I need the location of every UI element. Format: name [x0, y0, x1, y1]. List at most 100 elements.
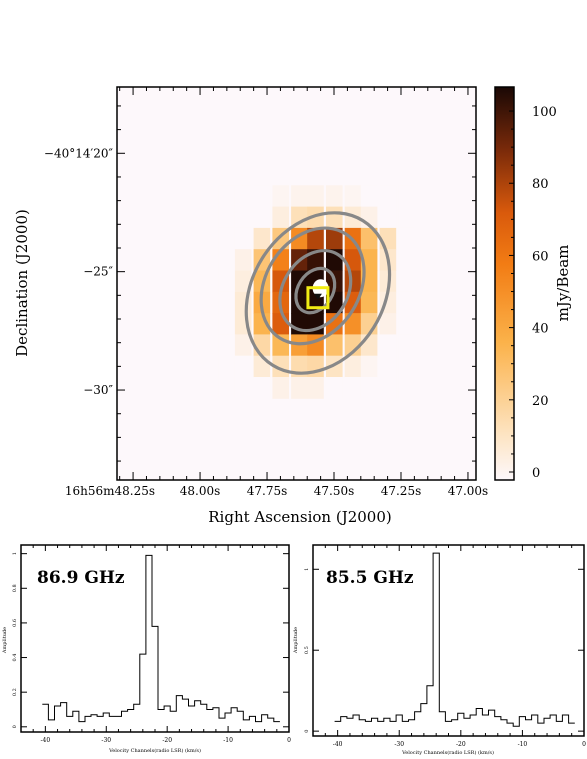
spectrum-x-tick-label: -30: [394, 741, 404, 748]
heatmap-cell: [234, 334, 252, 357]
spectrum-y-tick-label: 0.6: [12, 619, 18, 627]
heatmap-cell: [326, 334, 343, 357]
spectrum-left-line: [42, 554, 280, 723]
heatmap-cell: [253, 227, 271, 250]
contour-lines: [244, 211, 392, 375]
source-marks: [306, 279, 330, 310]
spectrum-right-axes: -40 -30 -20 -10 0 0 0.5 1: [304, 545, 586, 748]
heatmap-cell: [307, 185, 324, 208]
colorbar-tick-label: 0: [532, 466, 540, 481]
heatmap-cell: [379, 355, 397, 378]
spectrum-x-tick-label: -10: [518, 741, 528, 748]
heatmap-cell: [360, 355, 378, 378]
map-x-tick-label: 47.50s: [314, 484, 355, 498]
spectrum-x-tick-label: 0: [287, 737, 291, 744]
heatmap-cell: [272, 313, 289, 335]
map-y-label: Declination (J2000): [13, 209, 31, 357]
spectrum-x-tick-label: 0: [582, 741, 586, 748]
colorbar: 0 20 40 60 80 100 mJy/Beam: [494, 86, 572, 481]
colorbar-tick-label: 60: [532, 249, 549, 264]
spectrum-x-tick-label: -20: [162, 737, 172, 744]
heatmap-cell: [379, 377, 397, 399]
heatmap-cell: [218, 249, 236, 271]
colorbar-label: mJy/Beam: [554, 245, 572, 322]
colorbar-tick-label: 40: [532, 322, 549, 337]
heatmap-cell: [379, 313, 397, 335]
heatmap-cell: [379, 206, 397, 229]
colorbar-tick-label: 20: [532, 394, 549, 409]
map-x-label: Right Ascension (J2000): [208, 508, 391, 526]
heatmap-cell: [379, 334, 397, 357]
heatmap-cell: [218, 355, 236, 378]
colorbar-tick-label: 100: [532, 105, 557, 120]
heatmap-cell: [218, 313, 236, 335]
heatmap-cell: [234, 185, 252, 208]
spectrum-left-ylabel: Amplitude: [2, 627, 8, 654]
heatmap-cell: [234, 377, 252, 399]
map-x-tick-label: 47.75s: [247, 484, 288, 498]
heatmap-cell: [344, 377, 362, 399]
spectrum-y-tick-label: 0: [12, 725, 18, 728]
colorbar-frame: [494, 86, 515, 481]
heatmap-cell: [218, 291, 236, 314]
map-x-axis: 16h56m48.25s 48.00s 47.75s 47.50s 47.25s 47.0…: [65, 87, 488, 498]
spectrum-x-tick-label: -40: [333, 741, 343, 748]
spectrum-x-tick-label: -30: [101, 737, 111, 744]
spectrum-y-tick-label: 0.8: [12, 584, 18, 592]
contour-level-4: [294, 266, 337, 315]
colorbar-gradient: [495, 87, 514, 480]
spectrum-left-axes: -40 -30 -20 -10 0 0 0.2 0.4 0.6 0.8 1: [12, 545, 291, 744]
spectrum-y-tick-label: 0.5: [304, 646, 310, 654]
heatmap-cell: [344, 270, 362, 293]
heatmap-cell: [398, 334, 415, 357]
heatmap-cell: [326, 227, 343, 250]
heatmap-cell: [218, 185, 236, 208]
spectrum-y-tick-label: 0: [304, 730, 310, 733]
map-y-tick-label: −25″: [83, 265, 113, 279]
heatmap-cell: [253, 313, 271, 335]
heatmap-cell: [218, 227, 236, 250]
spectrum-y-tick-label: 0.2: [12, 688, 18, 696]
position-marker-box: [306, 286, 330, 310]
heatmap-cell: [307, 377, 324, 399]
heatmap-cells: [218, 185, 415, 399]
map-x-tick-label: 47.25s: [381, 484, 422, 498]
spectrum-right-ylabel: Amplitude: [293, 627, 299, 654]
heatmap-cell: [218, 334, 236, 357]
heatmap-cell: [272, 206, 289, 229]
heatmap-cell: [398, 249, 415, 271]
heatmap-cell: [234, 270, 252, 293]
map-y-tick-label: −40°14′20″: [44, 146, 114, 160]
heatmap-cell: [398, 377, 415, 399]
heatmap-cell: [234, 355, 252, 378]
heatmap-cell: [398, 313, 415, 335]
spectrum-left-title: 86.9 GHz: [37, 568, 125, 588]
heatmap-cell: [398, 185, 415, 208]
contour-level-1: [244, 211, 392, 375]
heatmap-cell: [326, 377, 343, 399]
spectrum-x-tick-label: -10: [223, 737, 233, 744]
spectrum-right-line: [334, 552, 575, 727]
spectrum-y-tick-label: 1: [304, 568, 310, 571]
spectrum-right-xlabel: Velocity Channels(radio LSR) (km/s): [401, 749, 494, 756]
heatmap-cell: [272, 377, 289, 399]
heatmap-cell: [344, 355, 362, 378]
heatmap-cell: [253, 185, 271, 208]
heatmap-cell: [234, 249, 252, 271]
heatmap-cell: [234, 227, 252, 250]
spectrum-panel-right: -40 -30 -20 -10 0 0 0.5 1 85.5 GHz Velocity Cha…: [293, 544, 586, 756]
colorbar-tick-label: 80: [532, 177, 549, 192]
heatmap-cell: [253, 355, 271, 378]
map-y-axis: −40°14′20″ −25″ −30″: [44, 105, 476, 462]
spectrum-y-tick-label: 1: [12, 552, 18, 555]
heatmap-cell: [398, 206, 415, 229]
heatmap-cell: [218, 206, 236, 229]
heatmap-cell: [218, 270, 236, 293]
contour-level-2: [259, 226, 366, 346]
heatmap-cell: [253, 206, 271, 229]
heatmap-cell: [398, 227, 415, 250]
heatmap-cell: [307, 206, 324, 229]
position-marker-glyph: [313, 293, 322, 300]
heatmap-cell: [360, 185, 378, 208]
spectrum-x-tick-label: -40: [41, 737, 51, 744]
